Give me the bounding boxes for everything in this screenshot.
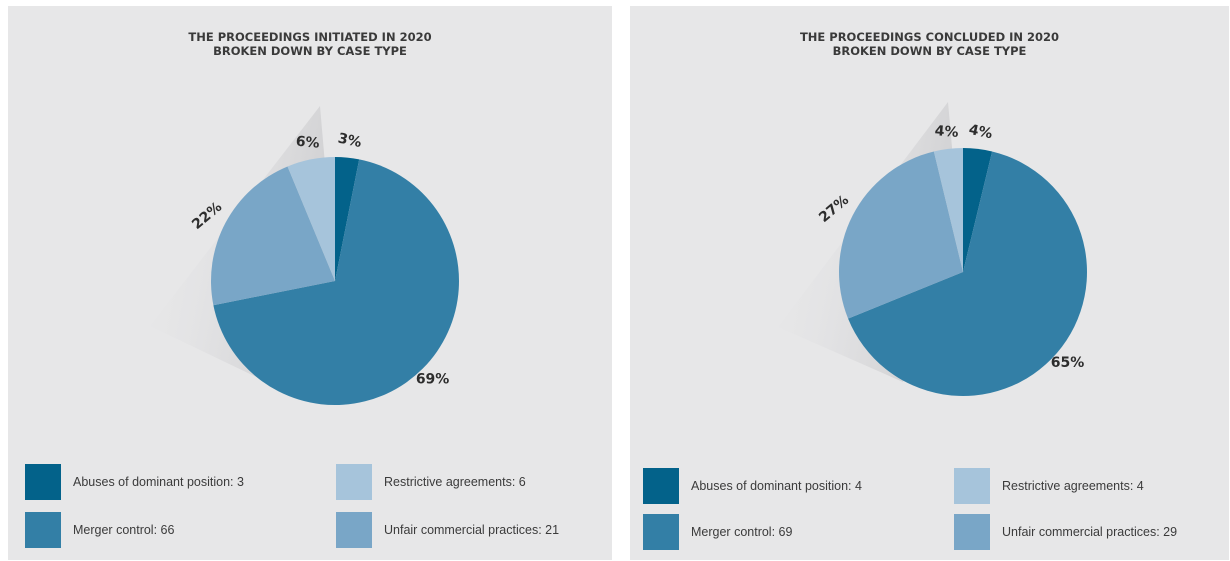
- legend-swatch-unfair: [954, 514, 990, 550]
- legend-label: Merger control: 66: [73, 523, 175, 537]
- legend-item-restrictive: Restrictive agreements: 6: [336, 464, 526, 500]
- legend-swatch-merger: [25, 512, 61, 548]
- legend-label: Restrictive agreements: 6: [384, 475, 526, 489]
- pie-chart-initiated: 3% 69% 22% 6%: [150, 106, 460, 405]
- pie-label-merger: 65%: [1051, 355, 1085, 371]
- legend-label: Abuses of dominant position: 4: [691, 479, 862, 493]
- legend-item-abuses: Abuses of dominant position: 4: [643, 468, 862, 504]
- legend: Abuses of dominant position: 4 Restricti…: [630, 459, 1229, 559]
- legend-label: Merger control: 69: [691, 525, 793, 539]
- chart-title-line-1: THE PROCEEDINGS INITIATED IN 2020: [188, 30, 432, 44]
- pie-label-unfair: 22%: [189, 199, 225, 233]
- pie-slice-merger: [848, 151, 1087, 396]
- legend-item-unfair: Unfair commercial practices: 21: [336, 512, 559, 548]
- legend-swatch-restrictive: [954, 468, 990, 504]
- legend-label: Abuses of dominant position: 3: [73, 475, 244, 489]
- pie-slice-abuses: [335, 157, 360, 281]
- pie-label-restrictive: 6%: [295, 134, 320, 152]
- pie-slice-abuses: [963, 148, 993, 272]
- pie-label-abuses: 4%: [967, 122, 994, 143]
- legend-swatch-merger: [643, 514, 679, 550]
- chart-title: THE PROCEEDINGS CONCLUDED IN 2020 BROKEN…: [630, 30, 1229, 58]
- chart-panel-initiated: THE PROCEEDINGS INITIATED IN 2020 BROKEN…: [8, 6, 612, 560]
- legend-swatch-unfair: [336, 512, 372, 548]
- legend-item-merger: Merger control: 66: [25, 512, 174, 548]
- pie-label-merger: 69%: [416, 372, 450, 388]
- legend-label: Restrictive agreements: 4: [1002, 479, 1144, 493]
- chart-title-line-2: BROKEN DOWN BY CASE TYPE: [832, 44, 1027, 58]
- legend-label: Unfair commercial practices: 21: [384, 523, 560, 537]
- pie-chart-concluded: 4% 65% 27% 4%: [778, 102, 1087, 396]
- legend-item-merger: Merger control: 69: [643, 514, 792, 550]
- legend-swatch-restrictive: [336, 464, 372, 500]
- pie-slice-restrictive: [933, 148, 963, 272]
- legend-label: Unfair commercial practices: 29: [1002, 525, 1178, 539]
- legend-item-restrictive: Restrictive agreements: 4: [954, 468, 1144, 504]
- legend: Abuses of dominant position: 3 Restricti…: [8, 459, 612, 559]
- pie-slice-unfair: [839, 151, 963, 319]
- legend-swatch-abuses: [643, 468, 679, 504]
- pie-label-restrictive: 4%: [934, 123, 959, 141]
- pie-label-abuses: 3%: [336, 130, 363, 151]
- pie-slice-unfair: [211, 166, 335, 306]
- chart-title-line-2: BROKEN DOWN BY CASE TYPE: [213, 44, 407, 58]
- chart-panel-concluded: THE PROCEEDINGS CONCLUDED IN 2020 BROKEN…: [630, 6, 1229, 560]
- legend-swatch-abuses: [25, 464, 61, 500]
- legend-item-abuses: Abuses of dominant position: 3: [25, 464, 244, 500]
- chart-title-line-1: THE PROCEEDINGS CONCLUDED IN 2020: [799, 30, 1060, 44]
- legend-item-unfair: Unfair commercial practices: 29: [954, 514, 1177, 550]
- pie-slice-restrictive: [287, 157, 335, 281]
- chart-title: THE PROCEEDINGS INITIATED IN 2020 BROKEN…: [8, 30, 612, 58]
- pie-slice-merger: [213, 159, 460, 405]
- pie-label-unfair: 27%: [816, 192, 852, 226]
